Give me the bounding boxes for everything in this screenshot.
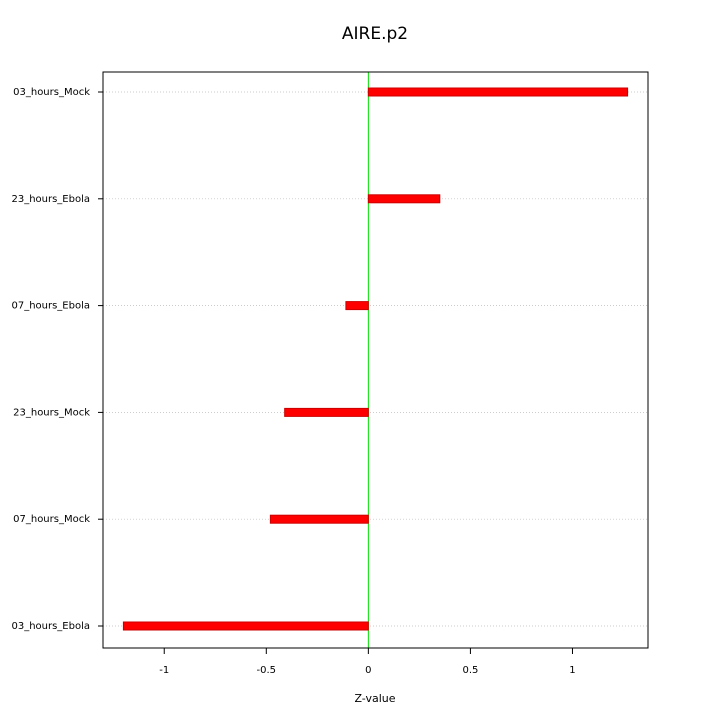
bar [367,194,441,204]
y-tick-label: 23_hours_Ebola [11,194,90,205]
bar [122,621,369,631]
x-tick-label: -0.5 [257,665,277,676]
bar [284,407,369,417]
y-tick-label: 03_hours_Ebola [11,621,90,632]
y-tick-label: 23_hours_Mock [13,407,90,418]
x-tick-label: -1 [159,665,169,676]
y-tick-label: 07_hours_Ebola [11,301,90,312]
bar [269,514,369,524]
x-tick-label: 0 [365,665,371,676]
plot-frame [102,71,649,649]
x-tick-label: 1 [569,665,575,676]
x-axis-label: Z-value [354,692,395,705]
y-tick-label: 07_hours_Mock [13,514,90,525]
bar [367,87,629,97]
y-tick-label: 03_hours_Mock [13,87,90,98]
chart-title: AIRE.p2 [342,24,408,44]
x-tick-label: 0.5 [462,665,478,676]
bar [345,301,369,311]
